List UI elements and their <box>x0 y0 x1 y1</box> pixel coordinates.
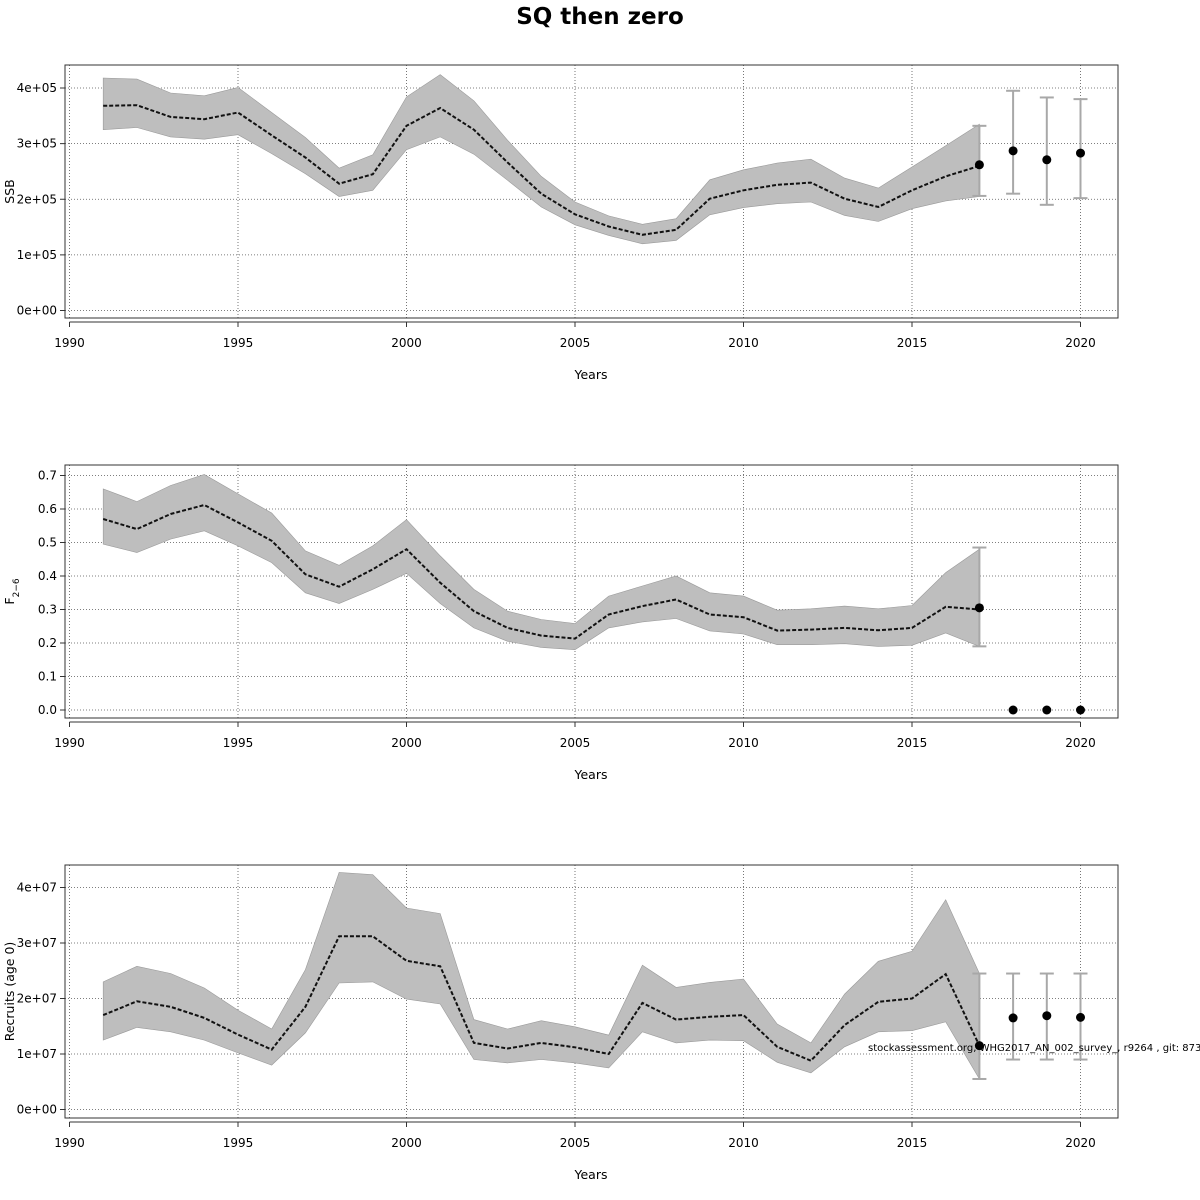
x-tick-label: 2020 <box>1065 1136 1096 1150</box>
y-tick-label: 3e+05 <box>17 137 57 151</box>
forecast-point <box>1008 705 1018 715</box>
forecast-point <box>1008 1013 1018 1023</box>
x-axis-title: Years <box>574 767 608 782</box>
y-tick-label: 0.4 <box>38 569 57 583</box>
confidence-band <box>102 474 980 651</box>
x-tick-label: 2000 <box>391 336 422 350</box>
forecast-point <box>1076 148 1085 158</box>
x-tick-label: 2005 <box>560 736 591 750</box>
x-tick-label: 2015 <box>897 1136 928 1150</box>
x-axis-title: Years <box>574 1167 608 1182</box>
y-tick-label: 2e+05 <box>17 192 57 206</box>
y-tick-label: 1e+07 <box>17 1047 57 1061</box>
x-tick-label: 2005 <box>560 336 591 350</box>
estimate-line <box>102 503 980 640</box>
forecast-point <box>1042 705 1052 715</box>
y-axis-title: Recruits (age 0) <box>2 942 17 1042</box>
y-tick-label: 0.3 <box>38 603 57 617</box>
plot-frame <box>64 864 1119 1119</box>
y-axis-title: SSB <box>2 179 17 203</box>
x-tick-label: 1990 <box>54 336 85 350</box>
x-tick-label: 2000 <box>391 1136 422 1150</box>
y-axis-title: F2−6 <box>2 578 22 604</box>
forecast-point <box>1076 705 1085 715</box>
forecast-point <box>1008 146 1018 156</box>
panel-1: 0e+00 1e+05 2e+05 3e+05 4e+05 1990 1995 2000 200… <box>2 64 1119 382</box>
panel-3: 0e+00 1e+07 2e+07 3e+07 4e+07 1990 1995 2000 200… <box>2 864 1119 1182</box>
forecast-point <box>974 160 984 170</box>
chart-title: SQ then zero <box>516 4 684 30</box>
y-tick-label: 4e+07 <box>17 881 57 895</box>
forecast-point <box>974 1041 984 1051</box>
y-tick-label: 2e+07 <box>17 992 57 1006</box>
x-tick-label: 1990 <box>54 1136 85 1150</box>
x-tick-label: 1995 <box>223 736 254 750</box>
x-tick-label: 2020 <box>1065 736 1096 750</box>
plot-frame <box>64 64 1119 319</box>
y-tick-label: 0e+00 <box>17 304 57 318</box>
x-tick-label: 2005 <box>560 1136 591 1150</box>
y-tick-label: 3e+07 <box>17 936 57 950</box>
x-tick-label: 1995 <box>223 336 254 350</box>
x-tick-label: 1995 <box>223 1136 254 1150</box>
y-tick-label: 0.0 <box>38 703 57 717</box>
x-tick-label: 2015 <box>897 736 928 750</box>
estimate-line <box>103 104 980 236</box>
estimate-line <box>102 935 981 1062</box>
y-tick-label: 1e+05 <box>17 248 57 262</box>
x-tick-label: 2010 <box>728 736 759 750</box>
y-tick-label: 0.1 <box>38 670 57 684</box>
y-tick-label: 0.2 <box>38 636 57 650</box>
y-tick-label: 0.5 <box>38 536 57 550</box>
y-tick-label: 0e+00 <box>17 1103 57 1117</box>
y-tick-label: 0.6 <box>38 502 57 516</box>
x-tick-label: 1990 <box>54 736 85 750</box>
panel-2: 0.0 0.1 0.2 0.3 0.4 0.5 0.6 0.7 1990 1995 2000 2005… <box>2 464 1119 782</box>
forecast-point <box>1042 1011 1052 1021</box>
forecast-point <box>1076 1012 1085 1022</box>
confidence-band <box>102 74 980 245</box>
plot-frame <box>64 464 1119 719</box>
y-tick-label: 0.7 <box>38 469 57 483</box>
footnote: stockassessment.org, WHG2017_AN_002_surv… <box>868 1043 1200 1054</box>
forecast-point <box>974 603 984 613</box>
x-tick-label: 2015 <box>897 336 928 350</box>
x-tick-label: 2020 <box>1065 336 1096 350</box>
y-tick-label: 4e+05 <box>17 81 57 95</box>
x-axis-title: Years <box>574 367 608 382</box>
x-tick-label: 2010 <box>728 1136 759 1150</box>
x-tick-label: 2010 <box>728 336 759 350</box>
confidence-band <box>102 872 980 1081</box>
forecast-point <box>1042 155 1052 165</box>
x-tick-label: 2000 <box>391 736 422 750</box>
